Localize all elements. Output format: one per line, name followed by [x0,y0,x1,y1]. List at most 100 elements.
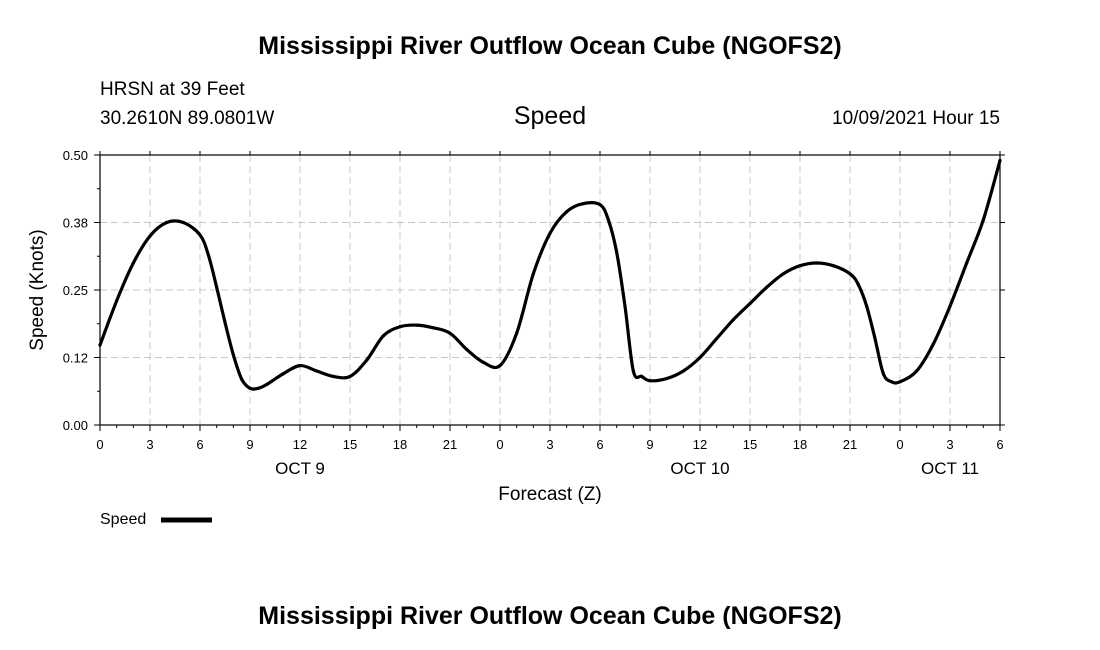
legend-label: Speed [100,511,146,528]
data-point [115,299,119,303]
data-point [240,377,244,381]
data-point [981,218,985,222]
data-point [665,376,669,381]
data-point [365,358,369,362]
data-point [998,158,1002,162]
data-point [606,218,610,222]
x-tick-label: 3 [546,437,553,452]
data-point [206,253,210,257]
data-point [565,210,569,214]
footer-title: Mississippi River Outflow Ocean Cube (NG… [258,602,841,630]
x-tick-label: 9 [646,437,653,452]
day-label: OCT 10 [670,459,729,478]
x-tick-label: 18 [793,437,807,452]
data-point [856,283,860,287]
data-point [948,304,952,308]
x-tick-label: 12 [693,437,707,452]
data-point [165,220,169,225]
station-label: HRSN at 39 Feet [100,79,245,100]
x-tick-label: 21 [443,437,457,452]
data-point [715,337,719,341]
series-layer [98,158,1002,391]
data-point [281,372,285,376]
data-point [848,272,852,276]
data-point [248,386,252,390]
data-point [381,334,385,338]
data-point [898,380,902,384]
data-point [831,264,835,268]
y-tick-label: 0.00 [63,418,88,433]
data-point [515,331,519,335]
data-point [448,331,452,335]
data-point [881,372,885,376]
x-tick-label: 3 [946,437,953,452]
x-axis-title: Forecast (Z) [498,484,601,505]
data-point [640,374,644,378]
data-point [331,374,335,378]
data-point [231,353,235,357]
data-point [631,369,635,373]
x-tick-label: 6 [996,437,1003,452]
data-point [465,347,469,351]
plot-grid [100,155,1000,425]
y-axis-title: Speed (Knots) [27,229,48,350]
data-point [415,323,419,327]
data-point [256,386,260,390]
data-point [181,220,185,225]
data-point [481,360,485,364]
data-point [781,272,785,276]
data-point [298,364,302,368]
chart-title: Mississippi River Outflow Ocean Cube (NG… [258,32,841,60]
x-tick-label: 21 [843,437,857,452]
data-point [748,301,752,306]
x-tick-label: 6 [196,437,203,452]
data-point [398,325,402,329]
data-point [865,304,869,308]
data-point [731,318,735,322]
x-tick-label: 3 [146,437,153,452]
data-point [681,369,685,373]
data-point [198,233,202,237]
data-point [931,342,935,346]
data-point [965,261,969,265]
data-point [223,320,227,324]
day-labels: OCT 9 OCT 10 OCT 11 [275,459,979,478]
y-tick-label: 0.25 [63,283,88,298]
y-axis: 0.00 0.12 0.25 0.38 0.50 [63,148,1005,433]
data-point [765,285,769,289]
data-point [873,337,877,341]
data-point [581,202,585,206]
data-point [598,203,602,207]
timestamp-label: 10/09/2021 Hour 15 [832,108,1000,129]
data-point [531,272,535,276]
x-tick-label: 0 [96,437,103,452]
x-tick-label: 9 [246,437,253,452]
data-point [615,250,619,254]
day-label: OCT 11 [921,459,979,478]
x-tick-label: 0 [896,437,903,452]
data-point [548,231,552,235]
location-label: 30.2610N 89.0801W [100,108,274,129]
data-point [890,380,894,384]
x-tick-label: 15 [743,437,757,452]
data-point [215,285,219,289]
x-tick-label: 12 [293,437,307,452]
variable-label: Speed [514,102,586,130]
y-tick-label: 0.50 [63,148,88,163]
data-point [131,261,135,265]
x-axis: 0 3 6 9 12 15 18 21 0 3 6 9 12 15 18 21 0 3 6 [96,151,1004,452]
x-tick-label: 6 [596,437,603,452]
data-point [623,304,627,308]
data-point [148,234,152,238]
data-point [98,343,102,347]
data-point [265,382,269,387]
x-tick-label: 15 [343,437,357,452]
data-point [498,364,502,368]
data-point [698,355,702,360]
data-point [431,326,435,330]
data-point [648,379,652,383]
y-tick-label: 0.12 [63,351,88,366]
x-tick-label: 18 [393,437,407,452]
y-tick-label: 0.38 [63,216,88,231]
x-tick-label: 0 [496,437,503,452]
